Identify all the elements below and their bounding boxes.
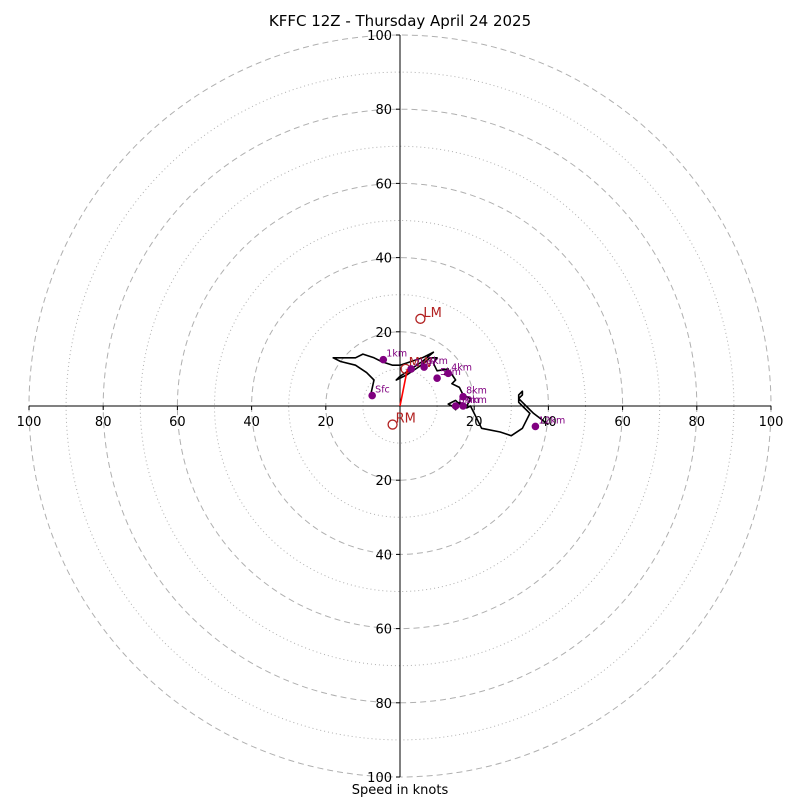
height-marker-dot <box>368 391 376 400</box>
height-marker-dot <box>444 369 453 378</box>
height-marker-label: 8km <box>466 386 487 397</box>
x-tick-label: 80 <box>95 415 112 430</box>
y-tick-label: 80 <box>375 697 392 712</box>
height-marker-dot <box>420 363 428 371</box>
height-marker-dot <box>451 402 460 410</box>
x-tick-label: 100 <box>759 415 784 430</box>
y-tick-label: 20 <box>375 326 392 341</box>
height-marker-dot <box>433 374 441 382</box>
height-marker-dot <box>459 392 467 401</box>
storm-motion-marker <box>387 419 398 430</box>
x-axis-label: Speed in knots <box>351 783 449 798</box>
hodograph-line <box>332 351 549 437</box>
y-tick-label: 60 <box>375 623 392 638</box>
x-tick-label: 40 <box>243 415 260 430</box>
chart-title: KFFC 12Z - Thursday April 24 2025 <box>268 12 532 30</box>
hodograph-trace <box>332 351 549 437</box>
storm-motion-label: RM <box>396 412 416 427</box>
x-tick-label: 40 <box>540 415 557 430</box>
height-marker-label: 9km <box>466 395 487 406</box>
storm-motion-label: LM <box>423 306 441 321</box>
height-marker-label: 4km <box>451 362 472 373</box>
x-tick-label: 20 <box>466 415 483 430</box>
y-tick-label: 60 <box>375 177 392 192</box>
height-markers: Sfc1km2km3km4km5km8km9km6km12km <box>368 349 565 431</box>
x-tick-label: 20 <box>318 415 335 430</box>
y-tick-label: 40 <box>375 548 392 563</box>
y-tick-label: 100 <box>367 771 392 786</box>
storm-motion-marker <box>415 313 426 324</box>
height-marker-label: 3km <box>427 356 448 367</box>
tick-labels: 20 20 20 20 40 40 40 40 60 60 60 60 80 80 80 80 100 100 10… <box>17 29 784 786</box>
y-tick-label: 20 <box>375 474 392 489</box>
height-marker-dot <box>459 402 467 410</box>
x-tick-label: 100 <box>17 415 42 430</box>
shear-vector <box>399 368 409 407</box>
height-marker-label: 1km <box>386 349 407 360</box>
height-marker-dot <box>531 422 540 431</box>
y-tick-label: 40 <box>375 252 392 267</box>
height-marker-dot <box>407 365 415 373</box>
height-marker-label: 5km <box>440 367 461 378</box>
x-tick-label: 60 <box>169 415 186 430</box>
height-marker-label: 6km <box>459 395 480 406</box>
x-tick-label: 60 <box>614 415 631 430</box>
y-tick-label: 80 <box>375 103 392 118</box>
height-marker-dot <box>379 355 388 364</box>
height-marker-label: Sfc <box>375 385 390 396</box>
y-tick-label: 100 <box>367 29 392 44</box>
height-marker-label: 12km <box>538 415 565 426</box>
x-tick-label: 80 <box>689 415 706 430</box>
